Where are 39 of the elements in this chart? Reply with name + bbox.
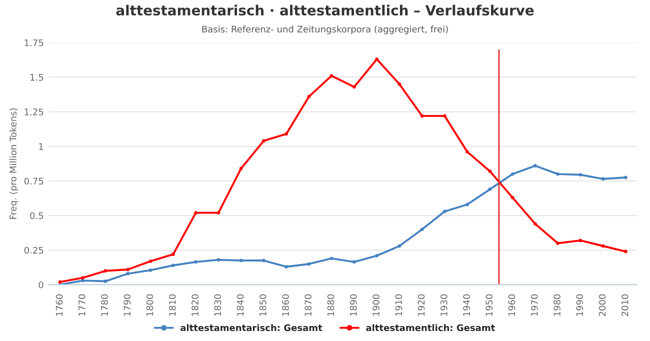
x-tick-label: 1930 (440, 294, 448, 316)
y-tick-label: 1 (39, 143, 44, 150)
y-tick-label: 1.5 (30, 74, 44, 81)
y-tick-label: 0.25 (24, 246, 44, 254)
x-tick-label: 1860 (282, 294, 289, 316)
y-tick-label: 0.75 (24, 178, 44, 185)
chart-title: alttestamentarisch · alttestamentlich – Verlaufskurve (116, 4, 534, 16)
x-tick-label: 1840 (236, 294, 244, 316)
y-axis-title: Freq. (pro Million Tokens) (9, 108, 18, 219)
x-tick-label: 2010 (621, 294, 628, 316)
x-tick-label: 1820 (192, 294, 198, 316)
x-tick-label: 1970 (530, 294, 538, 316)
y-tick-label: 1.75 (24, 39, 44, 46)
x-tick-label: 1990 (576, 294, 584, 316)
x-tick-label: 1980 (554, 294, 560, 316)
x-tick-label: 1810 (168, 294, 176, 316)
chart-subtitle: Basis: Referenz- und Zeitungskorpora (aggregiert, frei) (202, 26, 448, 34)
x-tick-label: 1870 (304, 294, 312, 316)
x-tick-label: 1760 (56, 294, 63, 316)
x-tick-label: 2000 (598, 294, 606, 316)
y-tick-label: 0.5 (30, 212, 44, 220)
x-tick-label: 1900 (372, 294, 380, 316)
x-tick-label: 1780 (101, 294, 108, 316)
x-tick-label: 1830 (214, 294, 222, 316)
x-tick-label: 1880 (327, 294, 334, 316)
x-tick-label: 1910 (395, 294, 402, 316)
x-tick-label: 1850 (259, 294, 266, 316)
x-tick-label: 1940 (463, 294, 470, 316)
x-tick-label: 1920 (418, 294, 425, 316)
legend-label: alttestamentlich: Gesamt (366, 324, 495, 332)
x-tick-label: 1950 (486, 294, 493, 316)
x-tick-label: 1960 (508, 294, 516, 316)
x-tick-label: 1770 (78, 294, 86, 316)
y-tick-label: 1.25 (24, 108, 44, 116)
x-tick-label: 1890 (350, 294, 357, 316)
legend-label: alttestamentarisch: Gesamt (180, 324, 322, 332)
x-tick-label: 1800 (146, 294, 154, 316)
y-tick-label: 0 (38, 281, 44, 288)
x-tick-label: 1790 (124, 294, 131, 316)
